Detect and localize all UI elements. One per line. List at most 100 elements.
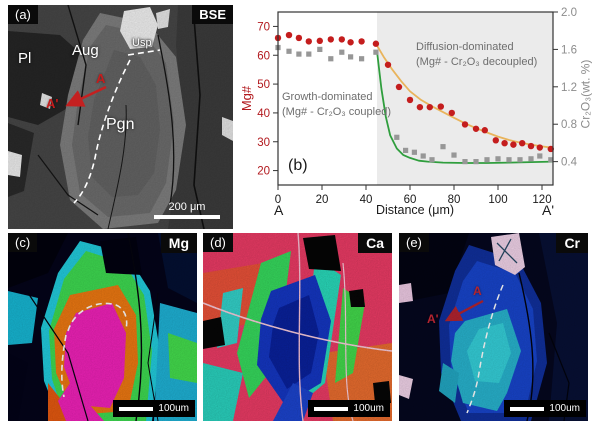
label-plagioclase: Pl	[18, 50, 32, 67]
y-tick-label-left: 70	[257, 21, 270, 33]
panel-b-tag: (b)	[288, 157, 308, 174]
data-point-mg-	[384, 61, 392, 68]
y-tick-label-right: 0.8	[561, 119, 577, 131]
panel-a: (a) BSE Pl Aug Usp Pgn A A' 200 μm	[8, 5, 233, 229]
x-tick-label: 0	[275, 194, 281, 206]
scalebar-a: 200 μm	[154, 201, 220, 219]
data-point-mg-	[472, 125, 480, 132]
x-tick-label: 20	[316, 194, 329, 206]
data-point-mg-	[305, 38, 312, 45]
series-line-cr2o3-fit	[376, 51, 554, 164]
data-point-cr2o3	[495, 156, 501, 162]
data-point-mg-	[437, 103, 444, 110]
panel-c-element-label: Mg	[160, 233, 197, 253]
data-point-cr2o3	[296, 51, 302, 57]
data-point-cr2o3	[462, 159, 468, 165]
y-tick-label-right: 1.6	[561, 44, 577, 56]
panel-d-tag: (d)	[203, 233, 233, 252]
traverse-arrow	[65, 85, 107, 107]
label-a-start-e: A	[473, 284, 482, 298]
data-point-mg-	[501, 139, 508, 147]
scalebar-e: 100um	[504, 400, 586, 417]
x-tick-label: 60	[404, 194, 417, 206]
data-point-mg-	[461, 121, 469, 128]
scalebar-a-bar	[154, 215, 220, 219]
data-point-mg-	[492, 137, 499, 144]
y-tick-label-right: 2.0	[561, 7, 577, 19]
data-point-mg-	[416, 103, 424, 111]
data-point-mg-	[285, 31, 293, 39]
annotation-growth-line2: (Mg# - Cr₂O₃ coupled)	[282, 105, 392, 118]
data-point-cr2o3	[506, 157, 512, 163]
data-point-cr2o3	[394, 134, 400, 140]
panel-d-element-label: Ca	[358, 233, 392, 253]
data-point-mg-	[481, 127, 488, 134]
scalebar-c-bar	[119, 406, 154, 411]
mg-map-image	[8, 233, 197, 421]
data-point-cr2o3	[548, 157, 554, 163]
data-point-cr2o3	[328, 56, 334, 62]
label-a-end: A'	[46, 96, 59, 111]
data-point-cr2o3	[484, 157, 490, 163]
data-point-mg-	[519, 139, 526, 147]
data-point-cr2o3	[411, 149, 417, 155]
data-point-mg-	[510, 141, 517, 148]
scalebar-d-bar	[314, 406, 349, 411]
profile-end-label: A'	[542, 202, 555, 218]
y-tick-label-left: 20	[257, 166, 270, 178]
data-point-mg-	[448, 109, 455, 117]
ca-map-image	[203, 233, 392, 421]
label-augite: Aug	[72, 42, 99, 59]
label-pigeonite: Pgn	[106, 116, 135, 133]
cr-map-image	[399, 233, 588, 421]
data-point-cr2o3	[306, 51, 312, 57]
annotation-diffusion-line1: Diffusion-dominated	[416, 41, 514, 53]
annotation-diffusion: Diffusion-dominated (Mg# - Cr₂O₃ decoupl…	[416, 40, 537, 70]
data-point-cr2o3	[403, 147, 409, 153]
data-point-cr2o3	[420, 153, 426, 159]
plot-frame	[277, 11, 554, 186]
label-ulvospinel: Usp	[132, 37, 152, 49]
label-a-end-e: A'	[427, 312, 439, 326]
data-point-cr2o3	[440, 144, 446, 150]
y-tick-label-left: 60	[257, 50, 270, 62]
data-point-mg-	[426, 103, 433, 111]
scalebar-d-text: 100um	[353, 403, 384, 414]
annotation-growth: Growth-dominated (Mg# - Cr₂O₃ coupled)	[282, 90, 391, 120]
y-tick-label-right: 0.4	[561, 157, 578, 169]
scalebar-a-text: 200 μm	[168, 201, 206, 213]
data-point-cr2o3	[286, 48, 292, 54]
x-tick-label: 40	[360, 194, 373, 206]
scalebar-e-text: 100um	[549, 403, 580, 414]
y-tick-label-right: 1.2	[561, 82, 577, 94]
y-axis-label-right: Cr₂O₃(wt. %)	[578, 59, 593, 129]
profile-chart: 0 20 40 60 80 100 120 20 30 40 50 60 70 0.4 0.8 1.2 1.6 2…	[257, 7, 578, 206]
scalebar-c-text: 100um	[158, 403, 189, 414]
data-point-cr2o3	[537, 153, 543, 159]
data-point-mg-	[295, 34, 303, 42]
data-point-mg-	[406, 96, 414, 104]
panel-e-tag: (e)	[399, 233, 429, 252]
y-axis-label-left: Mg#	[239, 85, 255, 112]
panel-c-tag: (c)	[8, 233, 38, 252]
annotation-diffusion-line2: (Mg# - Cr₂O₃ decoupled)	[416, 55, 538, 68]
panel-b: 0 20 40 60 80 100 120 20 30 40 50 60 70 0.4 0.8 1.2 1.6 2…	[236, 0, 600, 226]
panel-a-technique-label: BSE	[192, 5, 233, 24]
data-point-mg-	[536, 144, 543, 151]
data-point-mg-	[358, 38, 365, 45]
data-point-cr2o3	[473, 159, 479, 165]
data-point-cr2o3	[373, 49, 379, 55]
data-point-cr2o3	[348, 54, 354, 60]
x-tick-label: 120	[532, 194, 551, 206]
x-tick-label: 100	[488, 194, 507, 206]
profile-start-label: A	[274, 202, 284, 218]
data-point-cr2o3	[339, 49, 345, 55]
scalebar-e-bar	[510, 406, 545, 411]
y-tick-label-left: 50	[257, 79, 270, 91]
data-point-mg-	[347, 39, 354, 46]
y-tick-label-left: 30	[257, 137, 270, 149]
data-point-cr2o3	[317, 46, 323, 53]
data-point-mg-	[316, 37, 323, 45]
panel-a-tag: (a)	[8, 5, 38, 24]
